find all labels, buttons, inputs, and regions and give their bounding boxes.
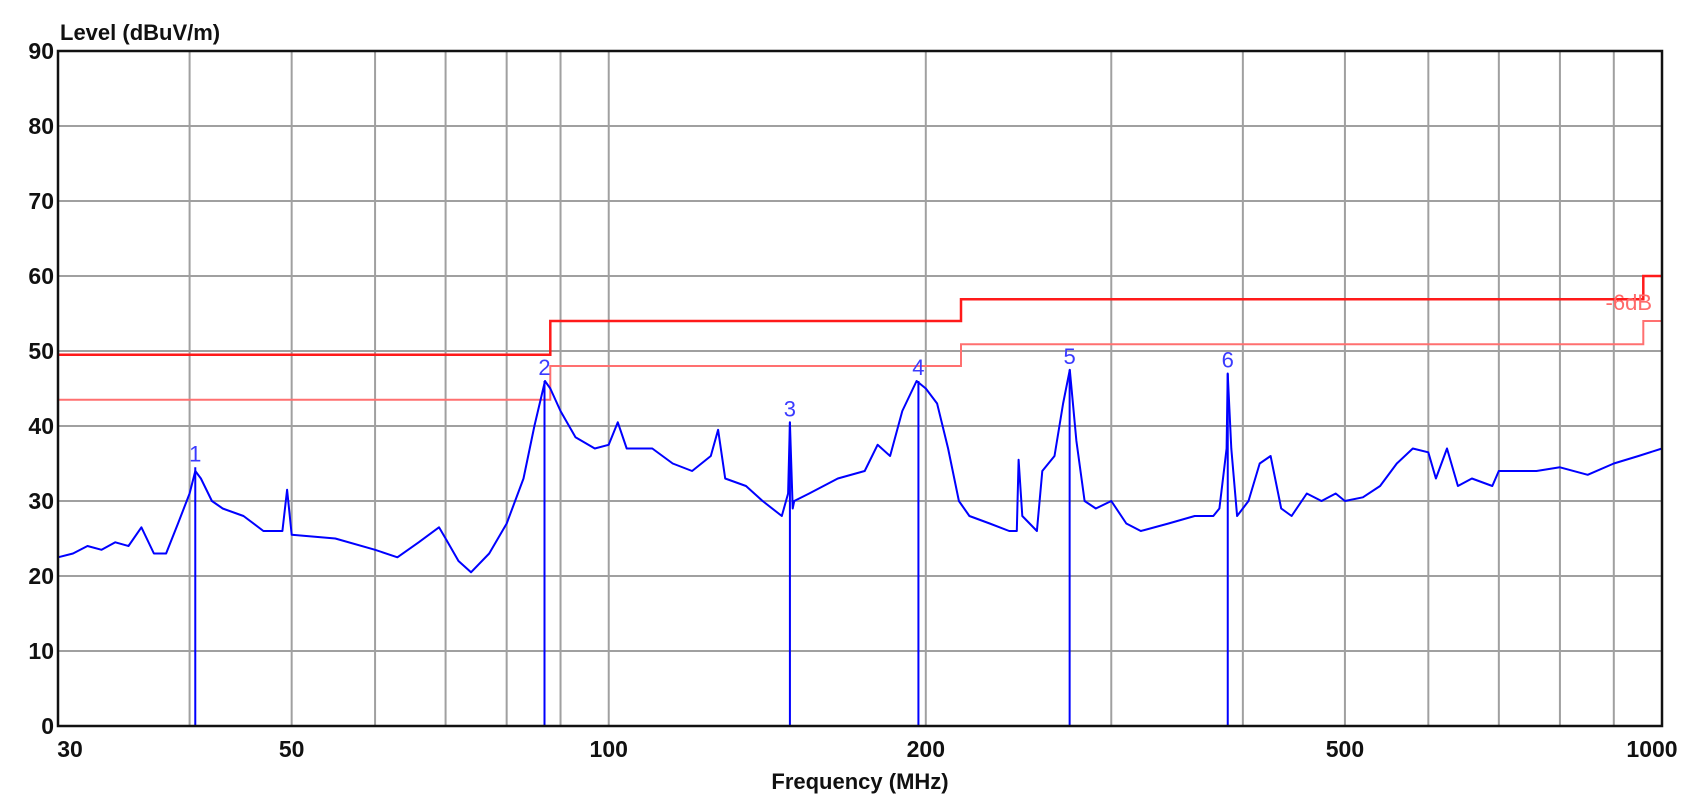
x-axis-ticks: 30 50 100 200 500 1000	[57, 736, 1677, 762]
y-tick-label: 20	[28, 563, 54, 589]
markers: 1 2 3 4 5 6	[189, 344, 1234, 726]
y-tick-label: 60	[28, 263, 54, 289]
y-tick-label: 0	[41, 713, 54, 739]
marker-label: 2	[538, 355, 550, 380]
grid	[58, 51, 1662, 726]
x-tick-label: 200	[907, 736, 945, 762]
x-tick-label: 50	[279, 736, 305, 762]
margin-label: -6dB	[1606, 290, 1652, 315]
marker-label: 6	[1222, 348, 1234, 373]
y-axis-ticks: 0 10 20 30 40 50 60 70 80 90	[28, 38, 54, 739]
y-tick-label: 10	[28, 638, 54, 664]
marker-label: 5	[1064, 344, 1076, 369]
marker-label: 3	[784, 396, 796, 421]
y-tick-label: 70	[28, 188, 54, 214]
limit-line	[58, 274, 1662, 356]
y-tick-label: 30	[28, 488, 54, 514]
marker-label: 1	[189, 441, 201, 466]
x-axis-title: Frequency (MHz)	[771, 769, 948, 794]
trace-group	[57, 368, 1663, 574]
y-tick-label: 50	[28, 338, 54, 364]
x-tick-label: 30	[57, 736, 83, 762]
limit-lines	[58, 274, 1662, 401]
margin-line	[58, 320, 1662, 401]
y-axis-title: Level (dBuV/m)	[60, 20, 220, 45]
plot-frame	[56, 49, 1664, 728]
measurement-trace	[57, 368, 1663, 574]
x-tick-label: 500	[1326, 736, 1364, 762]
y-tick-label: 40	[28, 413, 54, 439]
y-tick-label: 80	[28, 113, 54, 139]
marker-label: 4	[912, 355, 924, 380]
x-tick-label: 1000	[1626, 736, 1677, 762]
y-tick-label: 90	[28, 38, 54, 64]
x-tick-label: 100	[590, 736, 628, 762]
